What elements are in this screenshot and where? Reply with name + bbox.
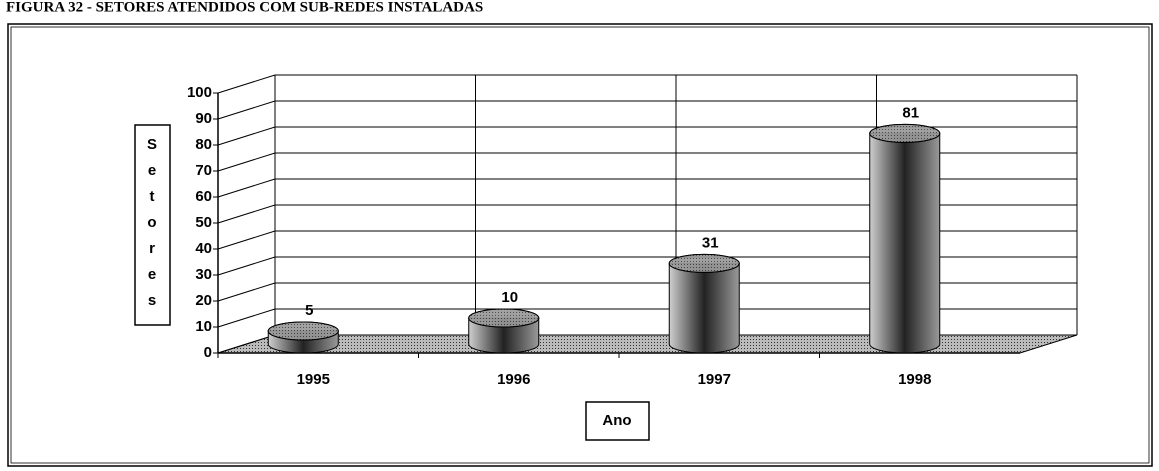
cylinder-top-texture — [468, 308, 540, 328]
cylinder-top-texture — [668, 253, 740, 273]
grid-line — [217, 178, 1077, 198]
x-tick-label: 1996 — [497, 371, 530, 388]
x-label-box — [585, 401, 650, 441]
y-tick-label: 40 — [195, 240, 212, 257]
y-tick-label: 50 — [195, 214, 212, 231]
value-label: 10 — [501, 289, 518, 306]
grid-line — [217, 126, 1077, 146]
value-label: 31 — [702, 234, 719, 251]
y-tick-label: 70 — [195, 162, 212, 179]
frame — [7, 23, 1153, 467]
x-axis-label: Ano — [602, 412, 631, 429]
cylinder — [668, 262, 740, 354]
x-tick-label: 1998 — [898, 371, 931, 388]
grid-line — [217, 308, 1077, 328]
grid-line — [217, 282, 1077, 302]
y-tick-label: 100 — [187, 84, 212, 101]
grid-line — [217, 74, 1077, 94]
y-tick-label: 20 — [195, 292, 212, 309]
floor — [217, 334, 1078, 354]
y-tick-label: 60 — [195, 188, 212, 205]
y-tick-label: 0 — [204, 344, 212, 361]
frame-inner — [10, 26, 1150, 464]
cylinder-top-texture — [267, 321, 339, 341]
plot: 0 10 20 30 40 50 60 70 80 90 100 1995 5 1996 10 1997 31 1… — [187, 74, 1078, 388]
cylinder-top-texture — [869, 123, 941, 143]
x-tick-label: 1995 — [297, 371, 330, 388]
cylinder — [468, 317, 540, 354]
y-tick-label: 80 — [195, 136, 212, 153]
value-label: 81 — [902, 104, 919, 121]
grid-line — [217, 256, 1077, 276]
cylinder — [869, 132, 941, 354]
value-label: 5 — [305, 302, 313, 319]
grid-line — [217, 230, 1077, 250]
chart-title: FIGURA 32 - SETORES ATENDIDOS COM SUB-RE… — [6, 0, 483, 15]
y-tick-label: 30 — [195, 266, 212, 283]
x-tick-label: 1997 — [698, 371, 731, 388]
y-tick-label: 10 — [195, 318, 212, 335]
grid-line — [217, 100, 1077, 120]
y-label-box — [134, 124, 171, 326]
grid-line — [217, 204, 1077, 224]
grid-line — [217, 152, 1077, 172]
y-tick-label: 90 — [195, 110, 212, 127]
